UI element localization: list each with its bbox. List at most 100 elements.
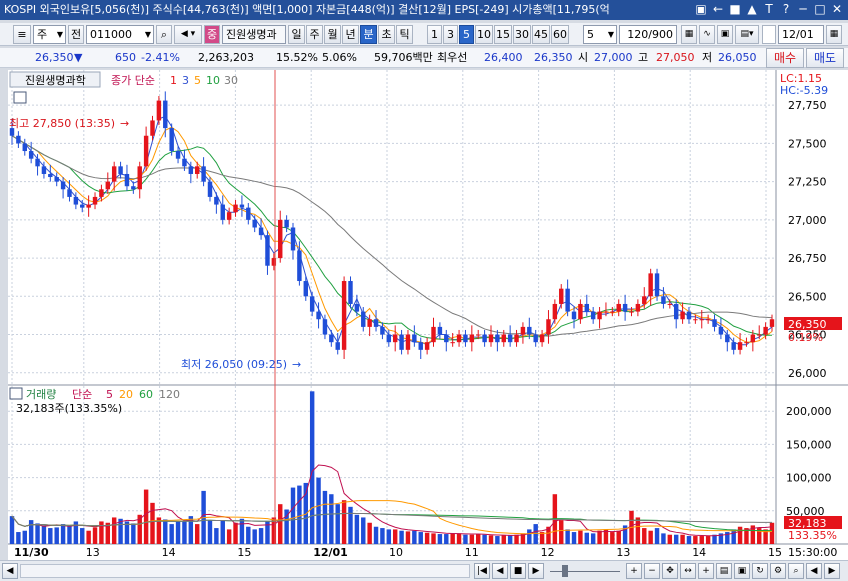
interval-button-15[interactable]: 15 bbox=[494, 25, 512, 44]
window-icon-4[interactable]: T bbox=[765, 2, 773, 16]
volume-bar bbox=[399, 530, 404, 544]
interval-button-60[interactable]: 60 bbox=[551, 25, 569, 44]
scale-icon[interactable]: ▤ bbox=[716, 563, 732, 579]
volume-ma-120 bbox=[11, 512, 773, 527]
scroll-track[interactable] bbox=[20, 564, 470, 578]
interval-button-5[interactable]: 5 bbox=[459, 25, 474, 44]
data-count-input[interactable]: 120/900 bbox=[619, 25, 677, 44]
volume-bar bbox=[246, 526, 251, 544]
volume-bar bbox=[194, 524, 200, 544]
low-label: 저 bbox=[702, 51, 713, 64]
zoom-out-icon[interactable]: − bbox=[644, 563, 660, 579]
period-button-일[interactable]: 일 bbox=[288, 25, 305, 44]
interval-select[interactable]: 5 ▼ bbox=[583, 25, 617, 44]
period-button-틱[interactable]: 틱 bbox=[396, 25, 413, 44]
candle-body bbox=[194, 166, 200, 174]
last-price-tag bbox=[784, 317, 842, 330]
zoom-in-icon[interactable]: + bbox=[626, 563, 642, 579]
scroll-left-icon[interactable]: ◀ bbox=[2, 563, 18, 579]
play-back-icon[interactable]: ◀ bbox=[492, 563, 508, 579]
candle-body bbox=[744, 342, 749, 344]
search-icon[interactable]: ⌕ bbox=[156, 25, 172, 44]
candle-body bbox=[348, 281, 353, 304]
chart-type-icon[interactable]: ∿ bbox=[699, 25, 715, 44]
period-button-초[interactable]: 초 bbox=[378, 25, 395, 44]
window-icon-1[interactable]: ← bbox=[712, 2, 724, 16]
volume-bar bbox=[16, 532, 21, 544]
prev-button[interactable]: 전 bbox=[68, 25, 84, 44]
last-price-tag-text: 26,350 bbox=[788, 318, 827, 331]
search-icon[interactable]: ⌕ bbox=[788, 563, 804, 579]
chevron-down-icon: ▼ bbox=[56, 30, 63, 39]
candle-body bbox=[278, 219, 283, 259]
volume-bar bbox=[476, 534, 481, 544]
volume-bar bbox=[309, 391, 315, 544]
chart-scrollbar[interactable]: ◀ |◀ ◀ ■ ▶ + − ✥ ↔ + ▤ ▣ ↻ ⚙ ⌕ ◀ ▶ bbox=[0, 560, 848, 581]
down-arrow-icon: ▼ bbox=[74, 51, 83, 64]
chart-grid-icon[interactable] bbox=[13, 91, 27, 104]
candle-body bbox=[546, 319, 551, 335]
first-icon[interactable]: |◀ bbox=[474, 563, 490, 579]
interval-button-45[interactable]: 45 bbox=[532, 25, 550, 44]
market-select[interactable]: 주 ▼ bbox=[33, 25, 66, 44]
window-icon-0[interactable]: ▣ bbox=[695, 2, 707, 16]
candle-body bbox=[124, 173, 130, 187]
play-icon[interactable]: ▶ bbox=[528, 563, 544, 579]
candle-body bbox=[488, 334, 494, 343]
interval-button-1[interactable]: 1 bbox=[427, 25, 442, 44]
menu-button[interactable]: ≡ bbox=[13, 25, 31, 44]
settings-icon[interactable]: ▦ bbox=[681, 25, 697, 44]
calendar-icon[interactable]: ▦ bbox=[826, 25, 842, 44]
refresh-icon[interactable]: ↻ bbox=[752, 563, 768, 579]
volume-bar bbox=[654, 528, 660, 544]
period-button-분[interactable]: 분 bbox=[360, 25, 377, 44]
sell-button[interactable]: 매도 bbox=[806, 48, 844, 68]
window-icon-3[interactable]: ▲ bbox=[747, 2, 757, 16]
back-icon[interactable]: ◀ bbox=[806, 563, 822, 579]
forward-icon[interactable]: ▶ bbox=[824, 563, 840, 579]
price-tick: 26,000 bbox=[788, 367, 827, 380]
interval-button-3[interactable]: 3 bbox=[443, 25, 458, 44]
stop-icon[interactable]: ■ bbox=[510, 563, 526, 579]
date-input[interactable]: 12/01 bbox=[778, 25, 824, 44]
volume-bar bbox=[271, 517, 277, 544]
window-icon-2[interactable]: ■ bbox=[729, 2, 741, 16]
speaker-icon[interactable]: ◀ ▾ bbox=[174, 25, 202, 44]
candle-body bbox=[265, 235, 270, 266]
buy-button[interactable]: 매수 bbox=[766, 48, 804, 68]
window-icon-8[interactable]: ✕ bbox=[831, 2, 843, 16]
candle-body bbox=[80, 204, 85, 208]
window-icon-5[interactable]: ? bbox=[782, 2, 790, 16]
stock-code-input[interactable]: 011000 ▼ bbox=[86, 25, 154, 44]
volume-bar bbox=[565, 529, 570, 544]
config-icon[interactable]: ⚙ bbox=[770, 563, 786, 579]
tools-icon[interactable]: ▤▾ bbox=[735, 25, 759, 44]
pan-icon[interactable]: ✥ bbox=[662, 563, 678, 579]
candle-body bbox=[175, 151, 181, 159]
interval-button-10[interactable]: 10 bbox=[475, 25, 493, 44]
save-icon[interactable]: ▣ bbox=[717, 25, 733, 44]
stock-tab[interactable] bbox=[9, 71, 101, 88]
period-button-주[interactable]: 주 bbox=[306, 25, 323, 44]
candle-body bbox=[642, 296, 647, 304]
period-button-월[interactable]: 월 bbox=[324, 25, 341, 44]
volume-bar bbox=[648, 530, 653, 544]
window-icon-6[interactable]: ─ bbox=[799, 2, 807, 16]
chart-area[interactable]: 26,000 26,250 26,500 26,750 27,000 27,250 27,5… bbox=[8, 70, 848, 567]
crosshair-icon[interactable]: + bbox=[698, 563, 714, 579]
candle-body bbox=[686, 311, 692, 320]
volume-panel-icon[interactable] bbox=[9, 387, 23, 400]
print-icon[interactable]: ▣ bbox=[734, 563, 750, 579]
volume-bar bbox=[207, 520, 213, 544]
interval-button-30[interactable]: 30 bbox=[513, 25, 531, 44]
period-button-년[interactable]: 년 bbox=[342, 25, 359, 44]
favorite-button[interactable]: 중 bbox=[204, 25, 220, 44]
fit-icon[interactable]: ↔ bbox=[680, 563, 696, 579]
date-checkbox[interactable] bbox=[762, 25, 776, 44]
volume-bar bbox=[571, 532, 577, 544]
volume-ma-5 bbox=[11, 464, 773, 537]
window-icon-7[interactable]: □ bbox=[814, 2, 826, 16]
stock-chart[interactable]: 26,000 26,250 26,500 26,750 27,000 27,250 27,5… bbox=[8, 70, 848, 567]
candle-body bbox=[718, 326, 724, 335]
zoom-slider[interactable] bbox=[550, 564, 620, 578]
